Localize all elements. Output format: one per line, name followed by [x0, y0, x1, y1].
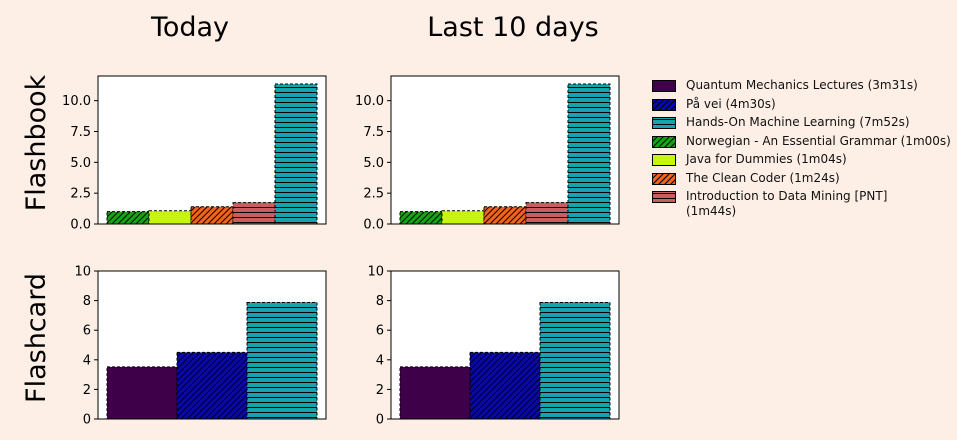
bar	[567, 83, 611, 225]
legend-swatch	[652, 117, 676, 129]
bar	[246, 302, 318, 420]
axes-frame	[390, 270, 620, 420]
y-tick-label: 5.0	[363, 156, 384, 171]
y-tick-label: 2	[376, 383, 384, 398]
bar	[525, 202, 569, 225]
legend-label: The Clean Coder (1m24s)	[686, 170, 840, 185]
legend-label: Quantum Mechanics Lectures (3m31s)	[686, 78, 918, 92]
column-title-last-10-days: Last 10 days	[427, 12, 599, 43]
bar	[190, 206, 234, 225]
bar	[176, 351, 248, 420]
column-title-today: Today	[150, 12, 229, 43]
chart-panel: 0.0 2.5 5.0 7.5 10.0	[355, 75, 620, 233]
legend-label: Norwegian - An Essential Grammar (1m00s)	[686, 133, 951, 148]
axes-frame	[390, 75, 620, 225]
bar	[399, 366, 471, 420]
y-tick-label: 10	[74, 265, 91, 280]
axes-frame	[97, 270, 327, 420]
bar	[148, 210, 192, 225]
legend-label: Java for Dummies (1m04s)	[686, 152, 847, 166]
chart-panel: 0.0 2.5 5.0 7.5 10.0	[62, 75, 327, 233]
legend-swatch	[652, 191, 676, 203]
legend-swatch	[652, 172, 676, 185]
legend-swatch	[652, 135, 676, 148]
legend-label: På vei (4m30s)	[686, 96, 776, 111]
row-title-flashbook: Flashbook	[21, 74, 52, 211]
legend-swatch	[652, 98, 676, 111]
bar	[274, 83, 318, 225]
bar	[483, 206, 527, 225]
y-tick-label: 5.0	[70, 156, 91, 171]
chart-panel: 0 2 4 6 8 10	[367, 265, 620, 428]
y-tick-label: 0	[83, 413, 91, 428]
bar	[106, 366, 178, 420]
y-tick-label: 7.5	[70, 125, 91, 140]
y-tick-label: 6	[83, 324, 91, 339]
y-tick-label: 0.0	[70, 218, 91, 233]
y-tick-label: 2	[83, 383, 91, 398]
bar	[232, 202, 276, 225]
y-tick-label: 0	[376, 413, 384, 428]
legend-label: Hands-On Machine Learning (7m52s)	[686, 115, 910, 129]
bar	[441, 210, 485, 225]
y-tick-label: 2.5	[70, 187, 91, 202]
y-tick-label: 7.5	[363, 125, 384, 140]
row-title-flashcard: Flashcard	[21, 273, 52, 403]
y-tick-label: 6	[376, 324, 384, 339]
bar	[469, 351, 541, 420]
legend-swatch	[652, 154, 676, 166]
chart-panel: 0 2 4 6 8 10	[74, 265, 327, 428]
axes-frame	[97, 75, 327, 225]
y-tick-label: 4	[83, 353, 91, 368]
bar	[106, 211, 150, 225]
y-tick-label: 0.0	[363, 218, 384, 233]
y-tick-label: 4	[376, 353, 384, 368]
legend-label: Introduction to Data Mining [PNT] (1m44s…	[686, 189, 888, 218]
legend-swatch	[652, 80, 676, 92]
y-tick-label: 10	[367, 265, 384, 280]
y-tick-label: 8	[376, 294, 384, 309]
y-tick-label: 10.0	[62, 94, 91, 109]
bar	[399, 211, 443, 225]
y-tick-label: 2.5	[363, 187, 384, 202]
y-tick-label: 10.0	[355, 94, 384, 109]
bar	[539, 302, 611, 420]
y-tick-label: 8	[83, 294, 91, 309]
